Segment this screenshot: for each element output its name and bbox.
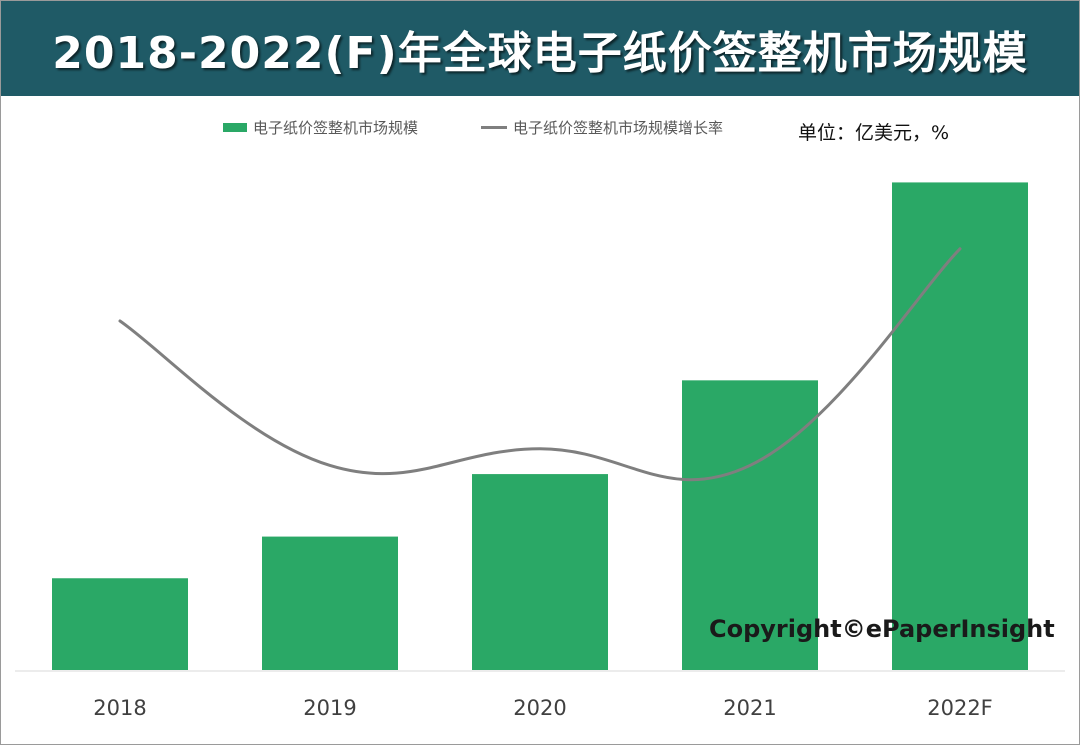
copyright-watermark: Copyright©ePaperInsight <box>709 615 1055 643</box>
line-layer <box>118 247 962 482</box>
x-tick-2022F: 2022F <box>927 696 993 720</box>
legend-item-line: 电子纸价签整机市场规模增长率 <box>481 117 723 138</box>
bar-2019 <box>260 534 400 672</box>
bars-layer <box>50 180 1030 673</box>
bar-2018 <box>50 576 190 672</box>
unit-label: 单位：亿美元，% <box>798 122 950 144</box>
x-tick-2019: 2019 <box>303 696 356 720</box>
legend-line-label: 电子纸价签整机市场规模增长率 <box>513 119 724 137</box>
legend-bar-label: 电子纸价签整机市场规模 <box>253 119 419 137</box>
axis-layer: 2018 2019 2020 2021 2022F <box>15 670 1065 720</box>
bar-2020 <box>470 472 610 673</box>
page-title: 2018-2022(F)年全球电子纸价签整机市场规模 <box>52 27 1028 79</box>
title-banner: 2018-2022(F)年全球电子纸价签整机市场规模 <box>1 1 1079 96</box>
legend-bar-swatch <box>223 123 247 132</box>
x-tick-2018: 2018 <box>93 696 146 720</box>
bar-2022F <box>890 180 1030 673</box>
x-tick-2021: 2021 <box>723 696 776 720</box>
legend-item-bar: 电子纸价签整机市场规模 <box>223 117 418 138</box>
legend-line-swatch <box>481 126 507 129</box>
x-tick-2020: 2020 <box>513 696 566 720</box>
growth-rate-line <box>118 247 962 482</box>
